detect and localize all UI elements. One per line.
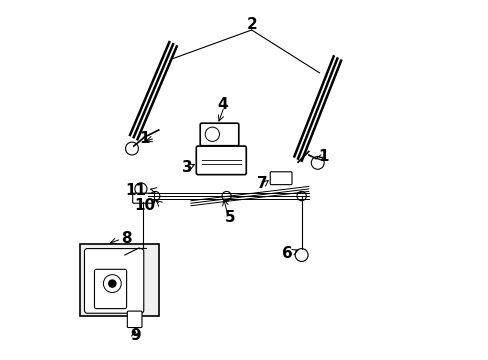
Text: 6: 6 [282,246,292,261]
FancyBboxPatch shape [196,146,246,175]
Text: 2: 2 [246,17,257,32]
Text: 9: 9 [130,328,141,343]
Text: 11: 11 [125,183,146,198]
FancyBboxPatch shape [270,172,291,185]
Circle shape [108,280,116,287]
FancyBboxPatch shape [200,123,238,146]
FancyBboxPatch shape [84,249,143,313]
FancyBboxPatch shape [132,193,154,203]
Text: 1: 1 [317,149,327,164]
Text: 4: 4 [217,98,228,112]
FancyBboxPatch shape [94,269,126,309]
Text: 3: 3 [182,160,192,175]
Text: 7: 7 [257,176,267,191]
Text: 1: 1 [139,131,149,147]
Text: 8: 8 [121,231,132,247]
Text: 10: 10 [134,198,155,212]
FancyBboxPatch shape [127,311,142,328]
Bar [80,244,159,316]
Text: 5: 5 [224,210,235,225]
